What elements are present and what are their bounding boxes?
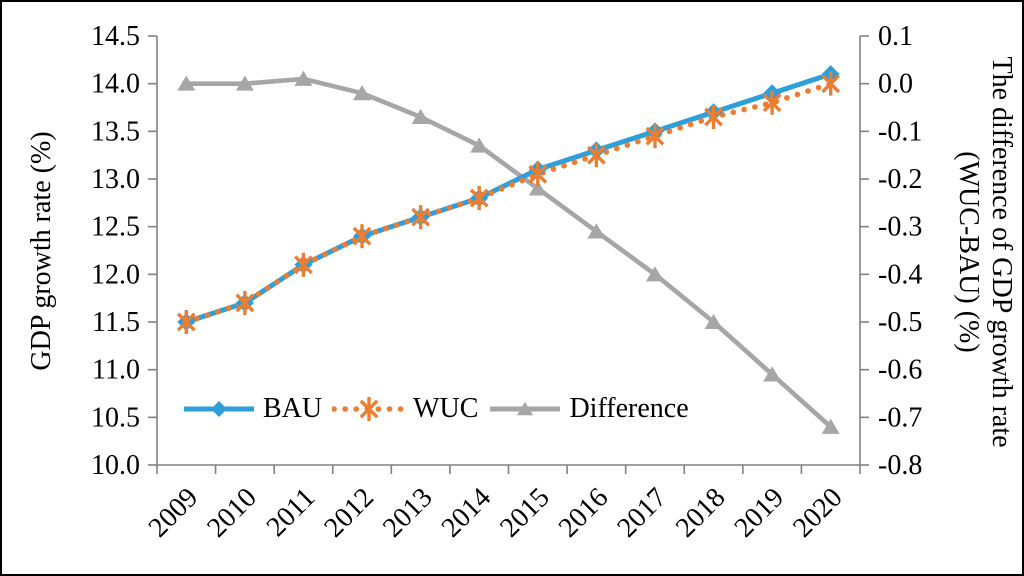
legend-bau-line-sample xyxy=(184,401,254,417)
x-tick-label: 2011 xyxy=(261,482,322,543)
x-tick-label: 2018 xyxy=(670,482,732,544)
legend-item-difference: Difference xyxy=(488,392,689,426)
legend-difference-line-sample xyxy=(490,401,561,416)
difference-line xyxy=(186,76,833,429)
wuc-point xyxy=(704,107,723,127)
right-axis-title-line1: The difference of GDP growth rate xyxy=(986,56,1017,448)
x-tick-label: 2010 xyxy=(201,482,263,544)
x-tick-label: 2014 xyxy=(436,482,498,544)
legend-item-wuc: WUC xyxy=(332,392,478,426)
difference-point xyxy=(821,418,840,434)
wuc-point xyxy=(411,207,431,227)
legend-sample-marker xyxy=(517,401,534,416)
y-left-tick-label: 10.5 xyxy=(91,402,140,433)
y-left-tick-label: 10.0 xyxy=(91,450,140,481)
wuc-point xyxy=(176,312,196,332)
legend-item-bau: BAU xyxy=(182,392,322,426)
y-left-tick-label: 11.0 xyxy=(92,355,140,386)
wuc-point xyxy=(235,293,255,313)
legend-sample-marker xyxy=(211,401,227,417)
y-right-tick-label: -0.7 xyxy=(878,402,922,433)
wuc-line xyxy=(183,80,834,325)
difference-point xyxy=(353,85,372,101)
wuc-point xyxy=(469,188,489,208)
x-tick-label: 2016 xyxy=(553,482,615,544)
x-tick-label: 2012 xyxy=(318,482,380,544)
y-right-tick-label: -0.2 xyxy=(878,164,922,195)
y-right-tick-label: 0.0 xyxy=(878,69,913,100)
x-tick-label: 2015 xyxy=(494,482,556,544)
x-tick-label: 2009 xyxy=(143,482,205,544)
wuc-point xyxy=(352,226,372,246)
y-left-tick-label: 13.0 xyxy=(91,164,140,195)
difference-point xyxy=(177,75,196,91)
legend: BAU WUC Difference xyxy=(182,392,699,426)
y-left-tick-label: 13.5 xyxy=(91,116,140,147)
difference-point xyxy=(763,366,782,382)
legend-label-bau: BAU xyxy=(263,393,323,424)
y-right-tick-label: -0.4 xyxy=(878,259,922,290)
x-tick-label: 2017 xyxy=(611,482,673,544)
legend-sample-marker xyxy=(359,399,379,419)
y-right-tick-label: -0.1 xyxy=(878,116,922,147)
y-left-tick-label: 12.0 xyxy=(91,259,140,290)
wuc-point xyxy=(645,126,665,146)
wuc-point xyxy=(762,93,782,113)
y-left-tick-label: 12.5 xyxy=(91,212,140,243)
difference-point xyxy=(235,75,254,91)
y-right-tick-label: -0.3 xyxy=(878,212,922,243)
x-tick-label: 2013 xyxy=(377,482,439,544)
y-left-tick-label: 14.5 xyxy=(91,21,140,52)
legend-wuc-line-sample xyxy=(332,397,407,421)
difference-point xyxy=(587,223,606,239)
difference-point xyxy=(704,313,723,330)
difference-point xyxy=(528,180,547,196)
difference-point xyxy=(470,137,489,153)
y-right-tick-label: 0.1 xyxy=(878,21,913,52)
wuc-point xyxy=(528,164,548,184)
difference-point xyxy=(645,266,664,282)
wuc-point xyxy=(821,74,841,94)
right-axis-title: The difference of GDP growth rate (WUC-B… xyxy=(952,56,1018,447)
legend-label-wuc: WUC xyxy=(413,393,479,424)
y-right-tick-label: -0.5 xyxy=(878,307,922,338)
left-axis-title: GDP growth rate (%) xyxy=(26,131,57,371)
y-right-tick-label: -0.8 xyxy=(878,450,922,481)
legend-label-difference: Difference xyxy=(569,393,689,424)
x-tick-label: 2020 xyxy=(787,482,849,544)
difference-point xyxy=(294,70,313,86)
right-axis-title-line2: (WUC-BAU) (%) xyxy=(953,151,984,353)
y-right-tick-label: -0.6 xyxy=(878,355,922,386)
difference-point xyxy=(411,108,430,125)
wuc-point xyxy=(294,255,313,275)
wuc-point xyxy=(586,145,606,165)
y-left-tick-label: 14.0 xyxy=(91,69,140,100)
x-tick-label: 2019 xyxy=(729,482,791,544)
y-left-tick-label: 11.5 xyxy=(92,307,140,338)
